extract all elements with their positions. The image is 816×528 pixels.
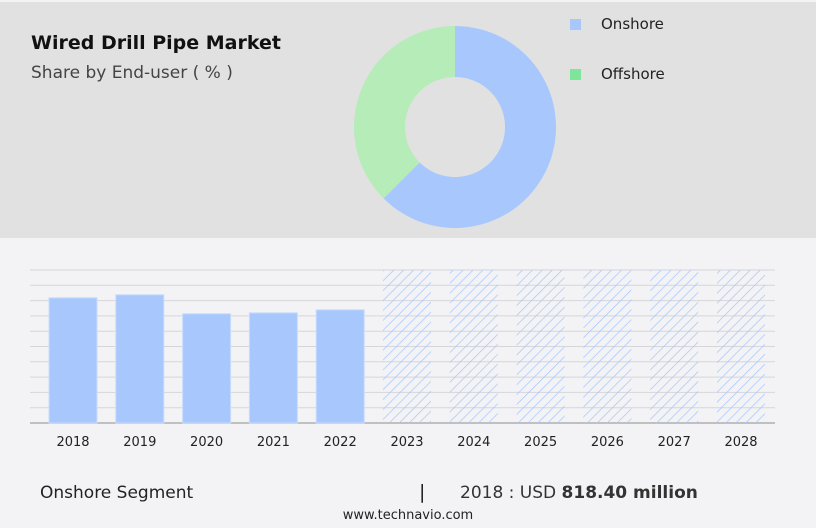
legend-item-offshore: Offshore xyxy=(570,65,665,83)
x-tick-label: 2023 xyxy=(390,435,423,450)
legend-label: Onshore xyxy=(601,15,664,33)
bar-2019 xyxy=(115,294,165,424)
value-prefix: 2018 : USD xyxy=(460,483,557,503)
donut-slice-offshore xyxy=(353,26,455,199)
x-tick-label: 2025 xyxy=(524,435,557,450)
legend-label: Offshore xyxy=(601,65,665,83)
forecast-bar-2028 xyxy=(717,270,765,423)
donut-slice-onshore xyxy=(383,26,556,228)
forecast-bar-2025 xyxy=(516,270,565,423)
legend-swatch xyxy=(570,68,581,80)
x-tick-label: 2022 xyxy=(324,435,357,450)
bar-2020 xyxy=(182,313,232,424)
legend-swatch xyxy=(570,18,581,30)
chart-title: Wired Drill Pipe Market xyxy=(31,32,281,54)
separator: | xyxy=(419,481,426,503)
segment-label: Onshore Segment xyxy=(40,483,194,503)
x-tick-label: 2026 xyxy=(591,435,624,450)
x-tick-label: 2027 xyxy=(658,435,691,450)
x-tick-label: 2020 xyxy=(190,435,223,450)
chart-subtitle: Share by End-user ( % ) xyxy=(31,63,233,83)
forecast-bar-2023 xyxy=(383,270,431,423)
segment-value: 2018 : USD 818.40 million xyxy=(460,483,698,503)
x-tick-label: 2021 xyxy=(257,435,290,450)
x-tick-label: 2018 xyxy=(56,435,89,450)
forecast-bar-2027 xyxy=(650,270,699,423)
bar-2018 xyxy=(48,297,98,424)
x-tick-label: 2024 xyxy=(457,435,490,450)
forecast-bar-2024 xyxy=(449,270,498,423)
source-url: www.technavio.com xyxy=(342,508,474,523)
forecast-bar-2026 xyxy=(583,270,632,423)
bar-2021 xyxy=(248,312,298,424)
bar-2022 xyxy=(315,309,365,424)
x-tick-label: 2019 xyxy=(123,435,156,450)
legend-item-onshore: Onshore xyxy=(570,15,664,33)
x-tick-label: 2028 xyxy=(724,435,757,450)
value-amount: 818.40 million xyxy=(561,483,698,503)
